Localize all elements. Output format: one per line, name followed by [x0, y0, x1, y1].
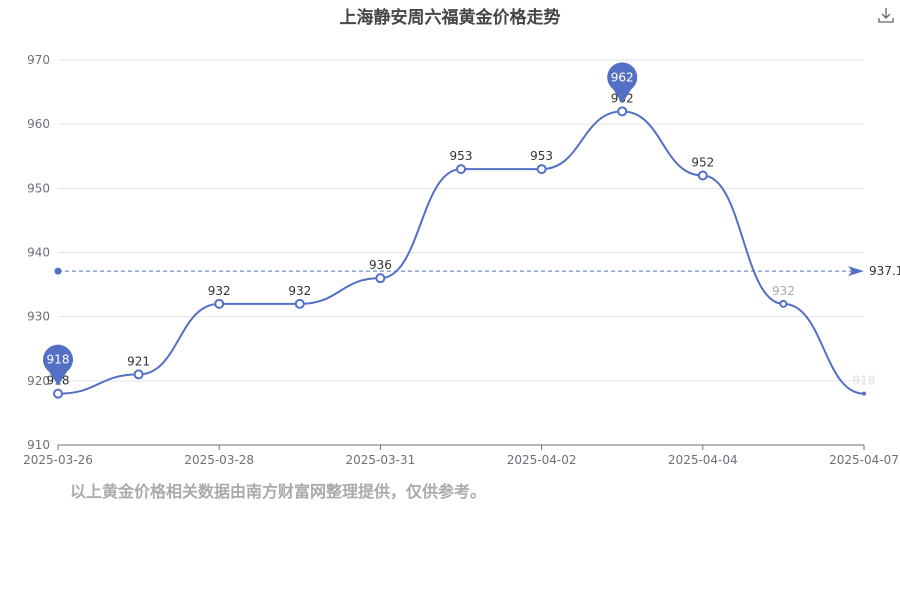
- y-tick-label: 960: [27, 117, 50, 131]
- mark-point-pin: [43, 344, 74, 386]
- data-point: [375, 273, 386, 284]
- data-label: 932: [288, 284, 311, 298]
- data-point: [133, 369, 144, 380]
- y-tick-label: 910: [27, 438, 50, 452]
- footnote: 以上黄金价格相关数据由南方财富网整理提供，仅供参考。: [70, 482, 487, 501]
- data-point: [617, 106, 628, 117]
- y-tick-label: 940: [27, 246, 50, 260]
- average-line-start: [54, 267, 62, 275]
- x-tick-label: 2025-03-26: [23, 453, 93, 467]
- series-line: [57, 110, 865, 395]
- x-tick-label: 2025-04-02: [507, 453, 577, 467]
- chart-title: 上海静安周六福黄金价格走势: [339, 8, 561, 28]
- y-tick-label: 920: [27, 374, 50, 388]
- mark-point-label: 918: [47, 353, 70, 367]
- y-tick-label: 950: [27, 181, 50, 195]
- average-line-label: 937.1: [869, 264, 900, 278]
- data-label: 921: [127, 354, 150, 368]
- data-label: 953: [530, 149, 553, 163]
- data-label: 932: [772, 284, 795, 298]
- data-point: [779, 299, 788, 308]
- x-tick-label: 2025-04-07: [829, 453, 899, 467]
- data-label: 918: [853, 374, 876, 388]
- x-tick-label: 2025-04-04: [668, 453, 738, 467]
- data-label: 936: [369, 258, 392, 272]
- data-point: [862, 391, 866, 396]
- data-point: [214, 298, 225, 309]
- data-point: [536, 164, 547, 175]
- data-point: [294, 298, 305, 309]
- data-point: [456, 164, 466, 175]
- data-point: [697, 170, 708, 181]
- data-point: [53, 388, 63, 399]
- data-label: 953: [450, 149, 473, 163]
- average-line-arrow: [848, 266, 864, 277]
- data-label: 932: [208, 284, 231, 298]
- download-icon[interactable]: [877, 6, 895, 24]
- data-label: 952: [691, 156, 714, 170]
- y-tick-label: 930: [27, 310, 50, 324]
- x-tick-label: 2025-03-31: [346, 453, 416, 467]
- x-tick-label: 2025-03-28: [184, 453, 254, 467]
- mark-point-label: 962: [611, 70, 634, 84]
- mark-point-pin: [607, 62, 638, 104]
- y-tick-label: 970: [27, 53, 50, 67]
